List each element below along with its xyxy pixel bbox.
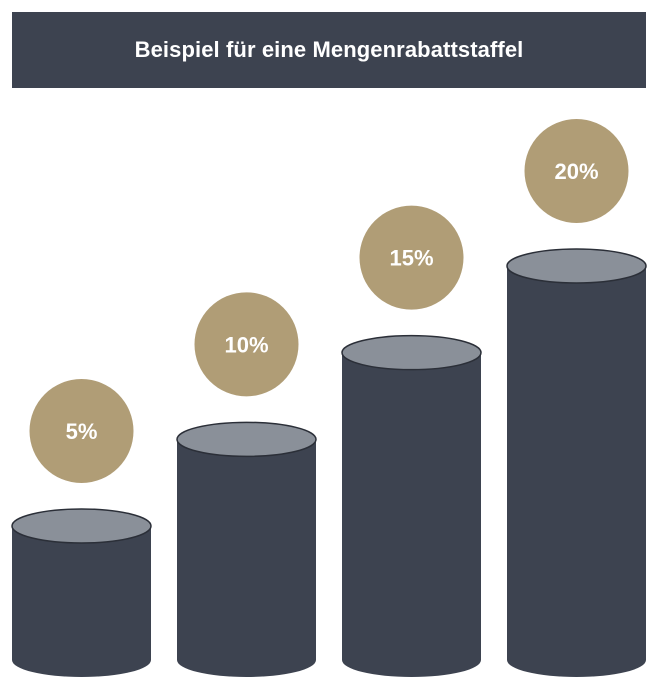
discount-label: 10% <box>224 332 268 357</box>
cylinder-body <box>12 526 151 677</box>
chart-title-bar: Beispiel für eine Mengenrabattstaffel <box>12 12 646 88</box>
cylinder-body <box>342 352 481 677</box>
cylinder-top <box>341 334 482 371</box>
chart-title: Beispiel für eine Mengenrabattstaffel <box>134 37 524 62</box>
cylinder-bar <box>11 508 152 677</box>
cylinder-body <box>177 439 316 677</box>
discount-label: 20% <box>554 159 598 184</box>
labels-layer: 5% 10% 15% 20% <box>29 119 629 483</box>
discount-badge <box>29 379 134 483</box>
discount-label: 5% <box>66 419 98 444</box>
cylinder-bar <box>176 421 317 677</box>
cylinder-body <box>507 266 646 677</box>
discount-badge <box>359 205 464 310</box>
cylinder-bar <box>506 248 647 677</box>
cylinder-top <box>176 421 317 458</box>
cylinders-layer <box>11 248 647 677</box>
cylinder-bar <box>341 334 482 677</box>
discount-label: 15% <box>389 246 433 271</box>
cylinder-top <box>506 248 647 284</box>
cylinder-top <box>11 508 152 544</box>
discount-badge <box>194 292 299 397</box>
discount-badge <box>524 119 629 223</box>
